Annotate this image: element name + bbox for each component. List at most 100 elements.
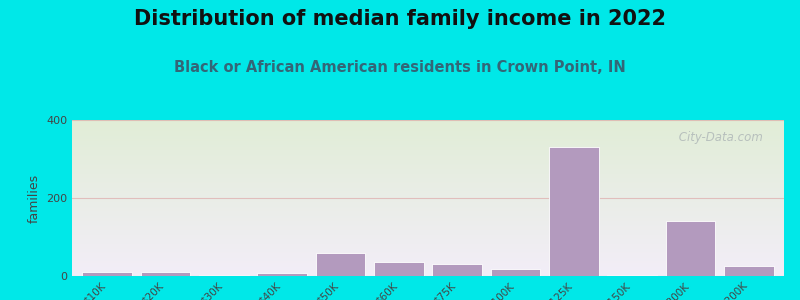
Bar	[72, 122, 784, 123]
Bar	[72, 251, 784, 252]
Bar	[72, 245, 784, 246]
Bar	[72, 239, 784, 240]
Bar	[72, 255, 784, 256]
Bar	[72, 217, 784, 218]
Bar	[72, 167, 784, 168]
Bar	[72, 208, 784, 209]
Bar	[72, 242, 784, 243]
Bar	[72, 197, 784, 198]
Bar	[72, 256, 784, 257]
Bar	[72, 133, 784, 134]
Bar	[72, 252, 784, 253]
Bar	[72, 144, 784, 145]
Bar	[72, 263, 784, 264]
Bar	[72, 176, 784, 177]
Bar	[72, 171, 784, 172]
Bar	[72, 190, 784, 191]
Bar	[72, 248, 784, 249]
Bar	[72, 241, 784, 242]
Bar	[72, 134, 784, 135]
Bar	[72, 124, 784, 125]
Bar	[72, 139, 784, 140]
Bar	[72, 272, 784, 273]
Bar	[72, 185, 784, 186]
Bar	[72, 173, 784, 174]
Bar	[72, 181, 784, 182]
Bar	[72, 160, 784, 161]
Bar	[72, 150, 784, 151]
Bar	[72, 168, 784, 169]
Bar	[72, 206, 784, 207]
Bar	[72, 140, 784, 141]
Bar	[72, 170, 784, 171]
Bar	[141, 272, 190, 276]
Bar	[72, 148, 784, 149]
Bar	[72, 137, 784, 138]
Bar	[72, 147, 784, 148]
Bar	[258, 273, 307, 276]
Text: Distribution of median family income in 2022: Distribution of median family income in …	[134, 9, 666, 29]
Bar	[72, 254, 784, 255]
Bar	[72, 174, 784, 175]
Bar	[72, 204, 784, 205]
Bar	[72, 161, 784, 162]
Bar	[316, 253, 366, 276]
Bar	[549, 147, 598, 276]
Bar	[72, 145, 784, 146]
Bar	[72, 152, 784, 153]
Bar	[72, 235, 784, 236]
Bar	[72, 136, 784, 137]
Bar	[72, 265, 784, 266]
Bar	[72, 154, 784, 155]
Bar	[72, 222, 784, 223]
Bar	[72, 188, 784, 189]
Bar	[72, 268, 784, 269]
Bar	[72, 135, 784, 136]
Bar	[72, 169, 784, 170]
Bar	[72, 266, 784, 267]
Bar	[72, 127, 784, 128]
Bar	[72, 131, 784, 132]
Bar	[72, 205, 784, 206]
Bar	[72, 199, 784, 200]
Bar	[72, 229, 784, 230]
Bar	[72, 246, 784, 247]
Bar	[72, 264, 784, 265]
Bar	[72, 120, 784, 121]
Bar	[72, 261, 784, 262]
Bar	[72, 186, 784, 187]
Bar	[72, 230, 784, 231]
Bar	[72, 169, 784, 170]
Bar	[72, 258, 784, 259]
Bar	[72, 228, 784, 229]
Bar	[72, 250, 784, 251]
Bar	[72, 275, 784, 276]
Bar	[72, 267, 784, 268]
Bar	[72, 243, 784, 244]
Bar	[432, 263, 482, 276]
Bar	[72, 162, 784, 163]
Bar	[72, 172, 784, 173]
Bar	[72, 146, 784, 147]
Bar	[72, 273, 784, 274]
Bar	[72, 270, 784, 271]
Text: Black or African American residents in Crown Point, IN: Black or African American residents in C…	[174, 60, 626, 75]
Bar	[72, 138, 784, 139]
Bar	[72, 196, 784, 197]
Bar	[72, 269, 784, 270]
Bar	[72, 207, 784, 208]
Bar	[72, 216, 784, 217]
Bar	[72, 179, 784, 180]
Bar	[666, 221, 715, 276]
Bar	[607, 275, 657, 276]
Bar	[72, 274, 784, 275]
Bar	[72, 227, 784, 228]
Bar	[72, 237, 784, 238]
Bar	[72, 178, 784, 179]
Bar	[72, 129, 784, 130]
Bar	[72, 234, 784, 235]
Bar	[72, 224, 784, 225]
Bar	[72, 156, 784, 157]
Bar	[72, 209, 784, 210]
Bar	[72, 166, 784, 167]
